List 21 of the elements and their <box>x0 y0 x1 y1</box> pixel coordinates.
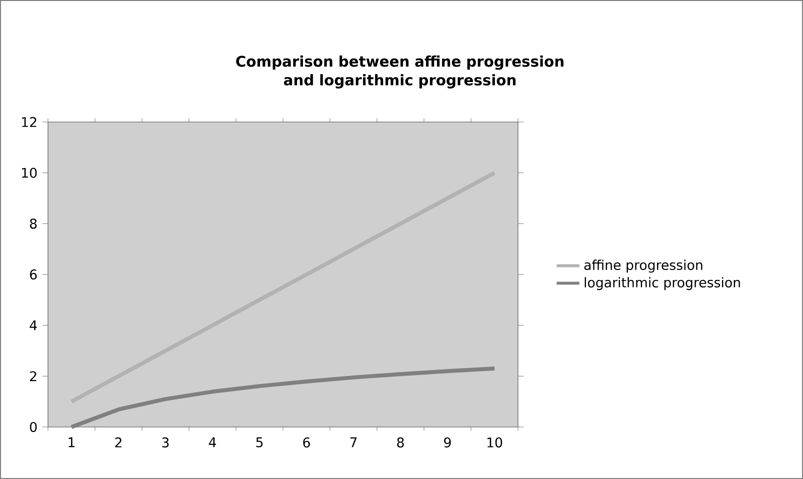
legend-label: affine progression <box>584 260 702 273</box>
x-tick-label: 10 <box>487 437 502 448</box>
y-tick-label: 0 <box>30 422 37 432</box>
legend-label: logarithmic progression <box>584 277 740 290</box>
x-tick-label: 4 <box>208 437 216 448</box>
y-tick-label: 8 <box>30 218 37 229</box>
x-tick-label: 3 <box>162 437 169 448</box>
x-tick-label: 1 <box>68 437 74 448</box>
y-tick-label: 12 <box>22 117 36 127</box>
line-series <box>69 366 496 430</box>
x-tick-label: 8 <box>397 437 404 448</box>
x-tick-label: 9 <box>444 437 451 448</box>
x-tick-label: 6 <box>303 437 310 448</box>
y-tick-label: 2 <box>30 371 36 382</box>
y-tick-label: 10 <box>22 168 37 178</box>
x-tick-label: 2 <box>115 437 122 448</box>
y-tick-label: 4 <box>30 320 37 330</box>
chart-title: Comparison between affine progression and logarithmic progression <box>236 55 564 88</box>
x-tick-label: 5 <box>256 437 263 448</box>
y-tick-label: 6 <box>30 269 37 280</box>
x-tick-label: 7 <box>350 437 357 448</box>
